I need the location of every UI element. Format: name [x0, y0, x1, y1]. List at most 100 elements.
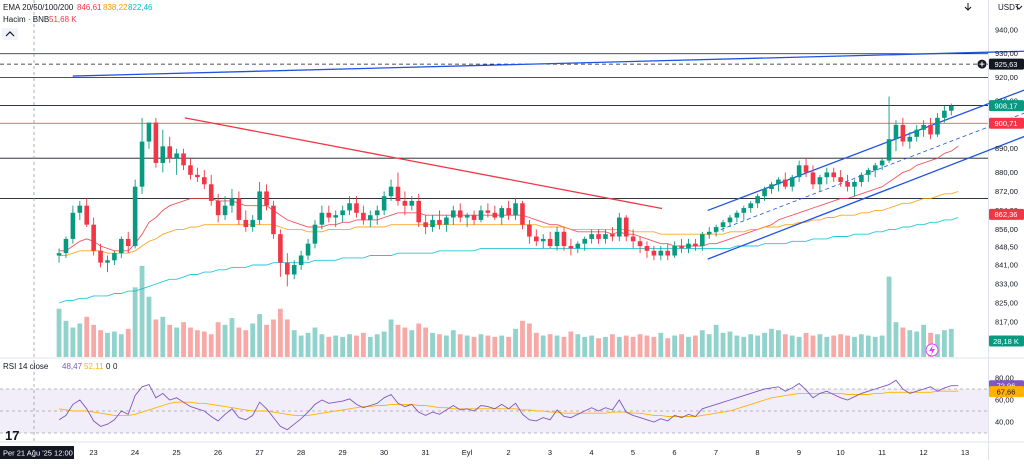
volume-bar: [375, 334, 380, 357]
time-axis-label: 26: [214, 448, 222, 457]
volume-bar: [340, 337, 345, 357]
candle-body: [541, 239, 546, 241]
candle-body: [57, 253, 62, 255]
volume-bar: [105, 333, 110, 357]
volume-bar: [645, 336, 650, 357]
candle-body: [548, 239, 553, 246]
volume-bar: [492, 337, 497, 357]
volume-bar: [354, 336, 359, 357]
volume-bar: [444, 336, 449, 357]
time-axis-label: 13: [961, 448, 969, 457]
volume-bar: [748, 334, 753, 357]
candle-body: [652, 251, 657, 256]
rsi-legend-label[interactable]: RSI 14 close: [3, 362, 49, 371]
time-axis-label: 6: [672, 448, 676, 457]
candle-body: [167, 146, 172, 158]
candle-body: [825, 172, 830, 177]
candle-body: [914, 130, 919, 137]
volume-bar: [437, 334, 442, 357]
currency-label[interactable]: USDT: [998, 3, 1020, 12]
volume-bar: [216, 322, 221, 357]
price-tag-text: 900,71: [995, 119, 1018, 128]
candle-body: [901, 125, 906, 142]
rsi-ma-value: 52,11: [84, 362, 104, 371]
candle-body: [949, 106, 954, 111]
candle-body: [686, 244, 691, 249]
time-axis-label: 31: [421, 448, 429, 457]
price-axis-label: 880,00: [995, 168, 1018, 177]
candle-body: [811, 172, 816, 184]
candle-body: [562, 232, 567, 246]
time-axis-label: 5: [631, 448, 635, 457]
volume-bar: [762, 333, 767, 357]
volume-bar: [57, 309, 62, 357]
volume-bar: [679, 334, 684, 357]
volume-legend-label[interactable]: Hacim · BNB: [3, 15, 49, 24]
rsi-extra-value-1: 0: [106, 362, 111, 371]
volume-bar: [485, 336, 490, 357]
candle-body: [84, 206, 89, 225]
volume-bar: [721, 333, 726, 357]
volume-bar: [907, 330, 912, 357]
plus-icon[interactable]: [978, 60, 987, 69]
volume-bar: [361, 333, 366, 357]
candle-body: [818, 177, 823, 184]
price-axis-label: 940,00: [995, 26, 1018, 35]
candle-body: [250, 220, 255, 227]
candle-body: [451, 210, 456, 217]
candle-body: [838, 177, 843, 182]
candle-body: [748, 203, 753, 208]
time-axis-label: 25: [172, 448, 180, 457]
time-axis-label: 12: [919, 448, 927, 457]
candle-body: [423, 222, 428, 227]
volume-bar: [513, 329, 518, 357]
time-axis-label: 8: [755, 448, 759, 457]
candle-body: [569, 246, 574, 248]
candle-body: [555, 232, 560, 246]
volume-bar: [70, 328, 75, 357]
tradingview-logo: 17: [5, 428, 19, 443]
candle-body: [237, 199, 242, 220]
volume-bar: [147, 297, 152, 357]
time-axis-label: 27: [255, 448, 263, 457]
time-axis-label: 7: [714, 448, 718, 457]
time-axis-label: 9: [797, 448, 801, 457]
candle-body: [91, 225, 96, 251]
candle-body: [714, 227, 719, 232]
lightning-icon[interactable]: [926, 344, 938, 356]
price-axis-label: 841,00: [995, 261, 1018, 270]
volume-bar: [368, 337, 373, 357]
candle-body: [299, 256, 304, 265]
volume-bar: [866, 336, 871, 357]
candle-body: [610, 234, 615, 236]
candle-body: [244, 220, 249, 227]
candle-body: [112, 253, 117, 260]
candle-body: [285, 263, 290, 275]
volume-bar: [942, 330, 947, 357]
volume-bar: [126, 329, 131, 357]
candle-body: [880, 161, 885, 166]
volume-bar: [797, 337, 802, 357]
candle-body: [472, 215, 477, 220]
chevron-up-icon[interactable]: [2, 28, 18, 40]
ema-legend-label[interactable]: EMA 20/50/100/200: [3, 3, 74, 12]
volume-bar: [638, 334, 643, 357]
volume-bar: [700, 330, 705, 357]
volume-bar: [831, 336, 836, 357]
volume-bar: [313, 328, 318, 357]
rsi-extra-value-2: 0: [113, 362, 118, 371]
candle-body: [493, 213, 498, 218]
candle-body: [410, 201, 415, 206]
candle-body: [589, 234, 594, 239]
price-axis-label: 817,00: [995, 318, 1018, 327]
volume-bar: [631, 337, 636, 357]
volume-bar: [555, 336, 560, 357]
volume-bar: [817, 334, 822, 357]
candle-body: [534, 237, 539, 242]
volume-bar: [686, 337, 691, 357]
volume-bar: [534, 333, 539, 357]
candle-body: [105, 260, 110, 262]
volume-bar: [236, 328, 241, 357]
